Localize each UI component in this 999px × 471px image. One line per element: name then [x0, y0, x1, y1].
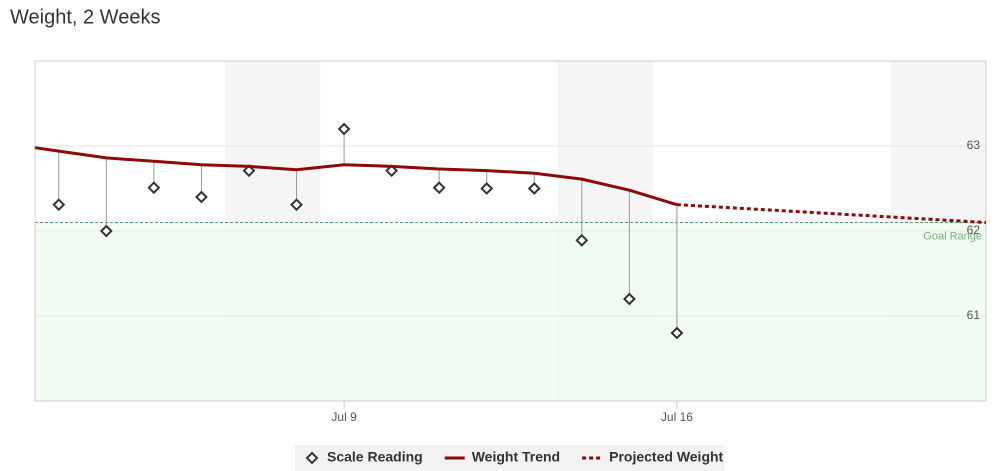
scale-reading	[670, 326, 684, 340]
legend-label: Scale Reading	[327, 449, 423, 465]
scale-reading	[242, 164, 256, 178]
y-tick-label: 61	[967, 308, 981, 322]
plot-frame	[34, 60, 987, 402]
scale-reading	[385, 164, 399, 178]
scale-reading	[575, 233, 589, 247]
scale-reading	[432, 181, 446, 195]
legend-box	[295, 445, 725, 471]
scale-reading	[52, 198, 66, 212]
trend-line	[676, 203, 987, 224]
y-tick-label: 63	[967, 138, 981, 152]
legend-symbol	[305, 451, 319, 465]
legend-label: Weight Trend	[472, 449, 560, 465]
scale-reading	[195, 190, 208, 204]
scale-reading	[527, 182, 541, 195]
goal-label: Goal Range	[923, 230, 982, 242]
x-tick-label: Jul 16	[661, 410, 693, 424]
scale-reading	[290, 198, 303, 212]
scale-reading	[99, 224, 113, 238]
legend-label: Projected Weight	[609, 449, 723, 465]
scale-reading	[147, 181, 161, 195]
chart-title: Weight, 2 Weeks	[10, 6, 160, 28]
scale-reading	[337, 122, 351, 136]
goal-region	[35, 222, 986, 401]
trend-line	[34, 146, 678, 207]
scale-reading	[480, 182, 494, 195]
scale-reading	[622, 292, 636, 306]
y-tick-label: 62	[967, 223, 981, 237]
x-tick-label: Jul 9	[331, 410, 357, 424]
